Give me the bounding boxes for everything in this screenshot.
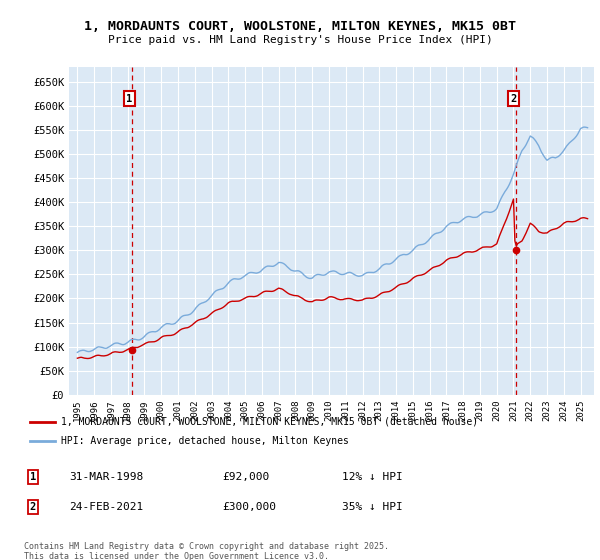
Text: HPI: Average price, detached house, Milton Keynes: HPI: Average price, detached house, Milt… <box>61 436 349 446</box>
Text: 2: 2 <box>511 94 517 104</box>
Text: 2: 2 <box>30 502 36 512</box>
Text: £300,000: £300,000 <box>222 502 276 512</box>
Text: 31-MAR-1998: 31-MAR-1998 <box>69 472 143 482</box>
Text: 24-FEB-2021: 24-FEB-2021 <box>69 502 143 512</box>
Text: £92,000: £92,000 <box>222 472 269 482</box>
Text: 1: 1 <box>126 94 133 104</box>
Text: Price paid vs. HM Land Registry's House Price Index (HPI): Price paid vs. HM Land Registry's House … <box>107 35 493 45</box>
Text: 1, MORDAUNTS COURT, WOOLSTONE, MILTON KEYNES, MK15 0BT (detached house): 1, MORDAUNTS COURT, WOOLSTONE, MILTON KE… <box>61 417 478 427</box>
Text: Contains HM Land Registry data © Crown copyright and database right 2025.
This d: Contains HM Land Registry data © Crown c… <box>24 542 389 560</box>
Text: 12% ↓ HPI: 12% ↓ HPI <box>342 472 403 482</box>
Text: 1: 1 <box>30 472 36 482</box>
Text: 35% ↓ HPI: 35% ↓ HPI <box>342 502 403 512</box>
Text: 1, MORDAUNTS COURT, WOOLSTONE, MILTON KEYNES, MK15 0BT: 1, MORDAUNTS COURT, WOOLSTONE, MILTON KE… <box>84 20 516 32</box>
